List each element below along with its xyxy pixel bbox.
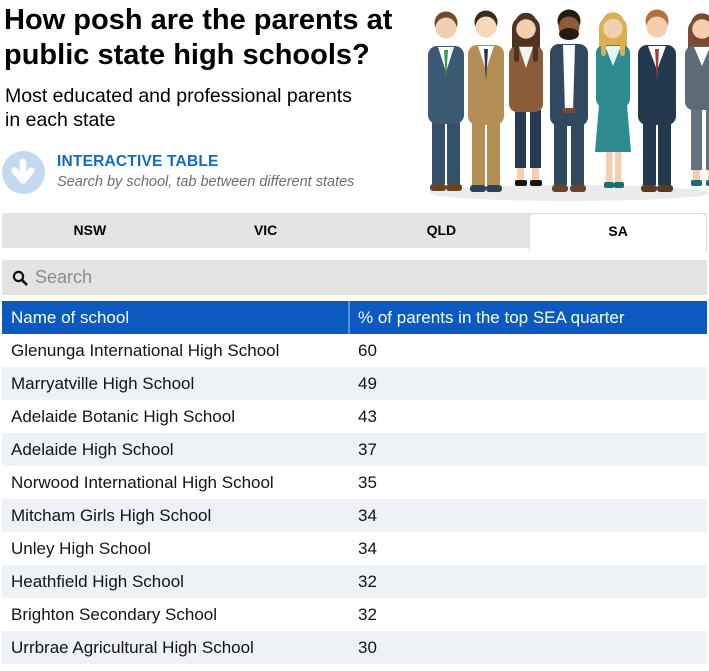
state-tab-bar: NSW VIC QLD SA — [2, 213, 707, 252]
page-subtitle-line1: Most educated and professional parents — [5, 85, 352, 107]
table-row: Adelaide High School 37 — [2, 433, 707, 466]
sea-quarter-value-cell: 37 — [358, 439, 377, 459]
tab-vic[interactable]: VIC — [253, 222, 278, 238]
column-header-sea-quarter: % of parents in the top SEA quarter — [348, 301, 707, 334]
person-bearded-navy-suit — [550, 9, 588, 192]
table-row: Brighton Secondary School 32 — [2, 598, 707, 631]
school-name-cell: Brighton Secondary School — [11, 604, 218, 624]
sea-quarter-value-cell: 49 — [358, 373, 377, 393]
people-illustration — [428, 9, 709, 201]
sea-quarter-value-cell: 34 — [358, 538, 377, 558]
search-input[interactable] — [35, 267, 697, 288]
school-name-cell: Glenunga International High School — [11, 340, 280, 360]
table-header-row: Name of school % of parents in the top S… — [2, 301, 707, 334]
page-title-line1: How posh are the parents at — [4, 4, 393, 36]
sea-quarter-value-cell: 32 — [358, 571, 377, 591]
schools-table: Name of school % of parents in the top S… — [2, 301, 707, 664]
person-teal-suit-woman — [595, 12, 631, 188]
table-body: Glenunga International High School 60 Marr… — [2, 334, 707, 664]
school-name-cell: Unley High School — [11, 538, 151, 558]
table-row: Marryatville High School 49 — [2, 367, 707, 400]
sea-quarter-value-cell: 43 — [358, 406, 377, 426]
column-header-school: Name of school — [11, 307, 130, 327]
interactive-table-label: INTERACTIVE TABLE — [57, 153, 219, 170]
table-row: Norwood International High School 35 — [2, 466, 707, 499]
search-icon — [12, 270, 28, 285]
person-tan-suit — [468, 10, 504, 192]
page-subtitle-line2: in each state — [5, 109, 116, 131]
search-bar — [2, 260, 707, 295]
school-name-cell: Heathfield High School — [11, 571, 184, 591]
person-navy-red-tie — [638, 9, 676, 192]
sea-quarter-value-cell: 30 — [358, 637, 377, 657]
table-row: Adelaide Botanic High School 43 — [2, 400, 707, 433]
interactive-table-hint: Search by school, tab between different … — [57, 174, 355, 190]
person-navy-green-tie — [428, 11, 464, 191]
school-name-cell: Adelaide High School — [11, 439, 174, 459]
page-title-line2: public state high schools? — [4, 39, 370, 71]
school-name-cell: Urrbrae Agricultural High School — [11, 637, 254, 657]
table-row: Glenunga International High School 60 — [2, 334, 707, 367]
table-row: Mitcham Girls High School 34 — [2, 499, 707, 532]
table-row: Unley High School 34 — [2, 532, 707, 565]
school-name-cell: Mitcham Girls High School — [11, 505, 212, 525]
tab-qld[interactable]: QLD — [426, 222, 457, 238]
table-row: Heathfield High School 32 — [2, 565, 707, 598]
person-gray-blazer-woman — [685, 13, 709, 186]
table-row: Urrbrae Agricultural High School 30 — [2, 631, 707, 664]
school-name-cell: Marryatville High School — [11, 373, 195, 393]
sea-quarter-value-cell: 35 — [358, 472, 377, 492]
tab-nsw[interactable]: NSW — [73, 222, 107, 238]
sea-quarter-value-cell: 60 — [358, 340, 377, 360]
school-name-cell: Norwood International High School — [11, 472, 274, 492]
page-subtitle: Most educated and professional parents i… — [5, 84, 352, 132]
school-name-cell: Adelaide Botanic High School — [11, 406, 235, 426]
tab-sa[interactable]: SA — [529, 213, 707, 252]
sea-quarter-value-cell: 34 — [358, 505, 377, 525]
sea-quarter-value-cell: 32 — [358, 604, 377, 624]
person-brown-jacket-woman — [509, 12, 543, 186]
page-title: How posh are the parents at public state… — [4, 3, 392, 73]
down-arrow-icon — [2, 151, 45, 194]
